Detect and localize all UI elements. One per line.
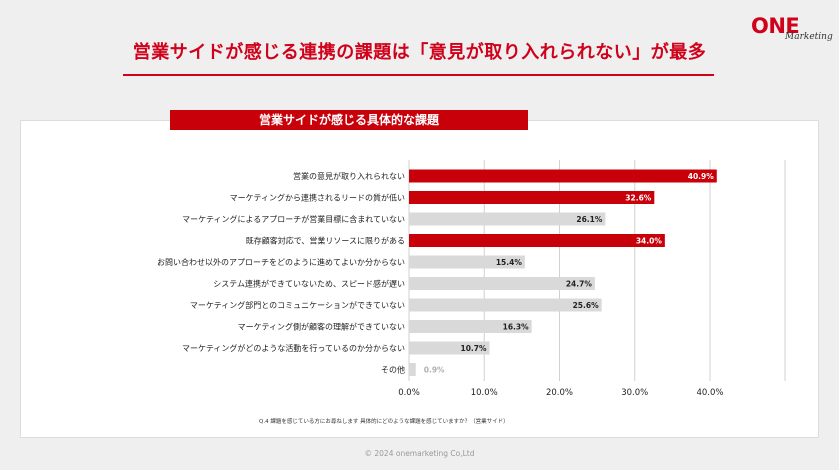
- page-title: 営業サイドが感じる連携の課題は「意見が取り入れられない」が最多: [132, 42, 707, 63]
- category-label: 既存顧客対応で、営業リソースに限りがある: [246, 236, 405, 246]
- bar: [409, 277, 595, 290]
- category-label: マーケティングがどのような活動を行っているのか分からない: [182, 343, 405, 353]
- logo-main-text: ONE: [751, 14, 800, 38]
- category-label: お問い合わせ以外のアプローチをどのように進めてよいか分からない: [157, 257, 405, 267]
- title-divider: [123, 74, 714, 76]
- category-label: マーケティング側が顧客の理解ができていない: [238, 322, 405, 332]
- x-tick-label: 30.0%: [621, 388, 648, 398]
- data-label: 32.6%: [625, 194, 652, 203]
- company-logo: ONE Marketing: [751, 14, 833, 48]
- data-label: 10.7%: [460, 344, 487, 353]
- x-tick-label: 10.0%: [471, 388, 498, 398]
- x-tick-label: 0.0%: [398, 388, 420, 398]
- logo-sub-text: Marketing: [785, 32, 833, 42]
- bar: [409, 363, 416, 376]
- data-label: 25.6%: [573, 301, 600, 310]
- chart-title: 営業サイドが感じる具体的な課題: [170, 110, 528, 130]
- data-label: 15.4%: [496, 258, 523, 267]
- category-label: 営業の意見が取り入れられない: [293, 171, 405, 181]
- bar: [409, 234, 665, 247]
- bar: [409, 255, 525, 269]
- bar: [409, 191, 655, 204]
- category-label: マーケティングから連携されるリードの質が低い: [230, 193, 405, 203]
- survey-footnote: Q.4 課題を感じている方にお尋ねします 具体的にどのような課題を感じていますか…: [259, 419, 509, 425]
- data-label: 40.9%: [688, 172, 715, 181]
- bar: [409, 169, 717, 183]
- data-label: 16.3%: [503, 323, 530, 332]
- bar: [409, 212, 606, 226]
- category-label: その他: [381, 365, 405, 375]
- bar: [409, 320, 532, 333]
- data-label: 34.0%: [636, 237, 663, 246]
- category-label: システム連携ができていないため、スピード感が遅い: [213, 279, 405, 289]
- copyright: © 2024 onemarketing Co,Ltd: [364, 449, 475, 458]
- data-label: 0.9%: [424, 366, 445, 375]
- x-tick-label: 40.0%: [696, 388, 723, 398]
- bar: [409, 341, 490, 355]
- x-tick-label: 20.0%: [546, 388, 573, 398]
- data-label: 26.1%: [576, 215, 603, 224]
- category-label: マーケティング部門とのコミュニケーションができていない: [190, 300, 405, 310]
- category-label: マーケティングによるアプローチが営業目標に含まれていない: [182, 214, 405, 224]
- bar: [409, 298, 602, 312]
- data-label: 24.7%: [566, 280, 593, 289]
